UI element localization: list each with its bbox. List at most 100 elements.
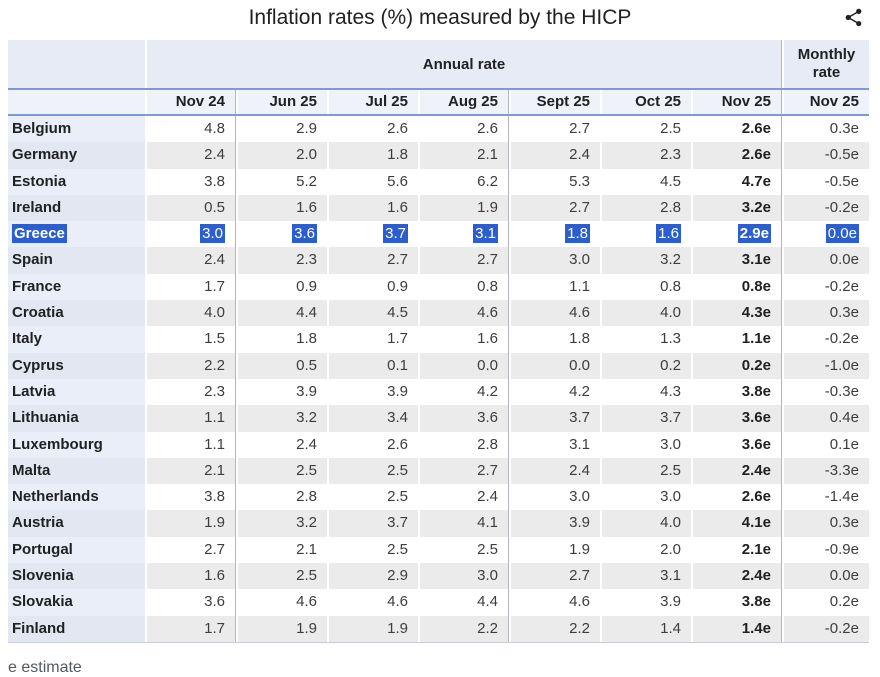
annual-rate-value: 2.6e — [693, 142, 782, 169]
annual-rate-value: 4.2 — [420, 378, 509, 406]
annual-rate-value: 0.0 — [420, 352, 509, 379]
annual-rate-value: 2.2 — [147, 352, 236, 379]
annual-rate-value: 2.5 — [329, 457, 418, 485]
monthly-rate-value: -1.0e — [784, 352, 869, 379]
annual-rate-value: 1.6 — [420, 326, 509, 353]
selected-text: 3.6 — [292, 224, 317, 244]
annual-rate-value: 4.6 — [511, 589, 600, 616]
annual-rate-value: 3.9 — [511, 510, 600, 537]
annual-rate-value: 4.6 — [238, 589, 327, 616]
annual-rate-value: 0.8 — [420, 273, 509, 301]
annual-rate-value: 3.9 — [602, 589, 691, 616]
annual-rate-value: 2.6 — [329, 116, 418, 143]
monthly-rate-value: -1.4e — [784, 484, 869, 511]
annual-rate-value: 2.5 — [602, 457, 691, 485]
annual-rate-value: 1.1e — [693, 326, 782, 353]
monthly-rate-value: -0.3e — [784, 378, 869, 406]
annual-rate-value: 0.9 — [329, 273, 418, 301]
country-name: Finland — [8, 615, 145, 642]
country-name: Germany — [8, 142, 145, 169]
monthly-rate-value: -0.9e — [784, 536, 869, 564]
annual-rate-value: 4.1 — [420, 510, 509, 537]
selected-text: 2.9e — [737, 224, 771, 244]
table-corner — [8, 40, 145, 88]
annual-rate-value: 3.0 — [147, 221, 236, 248]
annual-rate-value: 2.6e — [693, 116, 782, 143]
hicp-table: Annual rate Monthly rate Nov 24 Jun 25 J… — [8, 40, 869, 643]
country-name: Slovakia — [8, 589, 145, 616]
annual-rate-value: 3.0 — [511, 247, 600, 274]
annual-rate-value: 1.6 — [238, 194, 327, 222]
annual-rate-value: 2.7 — [511, 116, 600, 143]
column-header-country — [8, 90, 145, 114]
annual-rate-value: 2.2 — [511, 615, 600, 642]
selected-text: 1.6 — [656, 224, 681, 244]
share-button[interactable] — [841, 5, 866, 30]
country-name: France — [8, 273, 145, 301]
annual-rate-value: 3.6 — [147, 589, 236, 616]
annual-rate-value: 2.6 — [420, 116, 509, 143]
annual-rate-value: 0.2 — [602, 352, 691, 379]
annual-rate-value: 1.9 — [511, 536, 600, 564]
share-icon — [843, 8, 864, 31]
annual-rate-value: 2.3 — [602, 142, 691, 169]
monthly-rate-value: 0.3e — [784, 300, 869, 327]
annual-rate-value: 0.8 — [602, 273, 691, 301]
annual-rate-value: 4.4 — [420, 589, 509, 616]
monthly-rate-value: -0.2e — [784, 273, 869, 301]
monthly-rate-value: -0.2e — [784, 326, 869, 353]
annual-rate-value: 1.6 — [602, 221, 691, 248]
country-name: Estonia — [8, 168, 145, 195]
annual-rate-value: 0.1 — [329, 352, 418, 379]
table-bottom-border — [8, 641, 869, 643]
annual-rate-value: 3.8 — [147, 484, 236, 511]
annual-rate-value: 3.6 — [238, 221, 327, 248]
annual-rate-value: 3.8e — [693, 589, 782, 616]
annual-rate-value: 4.5 — [602, 168, 691, 195]
annual-rate-value: 1.9 — [238, 615, 327, 642]
annual-rate-value: 3.1 — [602, 563, 691, 590]
monthly-rate-value: -0.2e — [784, 615, 869, 642]
annual-rate-value: 3.9 — [238, 378, 327, 406]
annual-rate-value: 2.4 — [147, 247, 236, 274]
annual-rate-value: 2.7 — [329, 247, 418, 274]
annual-rate-value: 4.0 — [147, 300, 236, 327]
annual-rate-value: 3.0 — [420, 563, 509, 590]
annual-rate-value: 6.2 — [420, 168, 509, 195]
annual-rate-value: 2.1 — [147, 457, 236, 485]
monthly-rate-value: 0.2e — [784, 589, 869, 616]
annual-rate-value: 3.6e — [693, 431, 782, 458]
annual-rate-value: 3.2e — [693, 194, 782, 222]
annual-rate-value: 2.4 — [238, 431, 327, 458]
country-name: Slovenia — [8, 563, 145, 590]
header-rule-top — [8, 88, 869, 90]
annual-rate-value: 4.6 — [420, 300, 509, 327]
header-rule-bottom — [8, 114, 869, 116]
annual-rate-value: 1.1 — [147, 431, 236, 458]
annual-rate-value: 2.4e — [693, 563, 782, 590]
annual-rate-value: 2.4 — [511, 457, 600, 485]
country-name: Austria — [8, 510, 145, 537]
annual-rate-value: 3.8 — [147, 168, 236, 195]
annual-rate-value: 2.4 — [147, 142, 236, 169]
annual-rate-value: 3.0 — [602, 431, 691, 458]
monthly-rate-value: 0.0e — [784, 247, 869, 274]
annual-rate-value: 5.3 — [511, 168, 600, 195]
annual-rate-value: 4.6 — [329, 589, 418, 616]
annual-rate-value: 4.0 — [602, 300, 691, 327]
annual-rate-value: 1.9 — [329, 615, 418, 642]
annual-rate-value: 3.8e — [693, 378, 782, 406]
annual-rate-value: 2.8 — [420, 431, 509, 458]
monthly-rate-value: 0.4e — [784, 405, 869, 432]
selected-text: 3.0 — [200, 224, 225, 244]
annual-rate-value: 0.8e — [693, 273, 782, 301]
annual-rate-value: 3.7 — [329, 221, 418, 248]
annual-rate-value: 2.1 — [420, 142, 509, 169]
estimate-footnote: e estimate — [8, 659, 82, 676]
annual-rate-value: 1.1 — [511, 273, 600, 301]
annual-rate-value: 1.9 — [147, 510, 236, 537]
annual-rate-value: 1.7 — [329, 326, 418, 353]
annual-rate-value: 2.7 — [511, 194, 600, 222]
annual-rate-value: 2.9e — [693, 221, 782, 248]
annual-rate-value: 2.5 — [420, 536, 509, 564]
